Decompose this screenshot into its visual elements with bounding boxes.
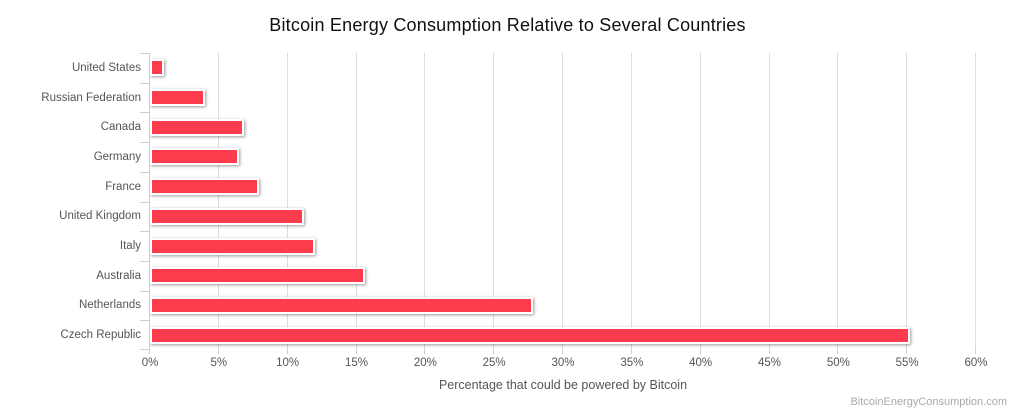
- gridline: [837, 53, 839, 350]
- x-tick-label: 50%: [826, 357, 850, 369]
- y-axis-tick: [140, 142, 149, 143]
- x-tick-label: 55%: [895, 357, 919, 369]
- category-label-france: France: [105, 180, 141, 193]
- category-label-united-states: United States: [71, 61, 141, 74]
- chart-title: Bitcoin Energy Consumption Relative to S…: [269, 15, 746, 35]
- gridline: [630, 53, 632, 350]
- gridline: [217, 53, 219, 350]
- x-axis-tick: [217, 350, 219, 354]
- y-axis-tick: [140, 172, 149, 173]
- credit-link[interactable]: BitcoinEnergyConsumption.com: [850, 396, 1007, 408]
- x-tick-label: 45%: [757, 357, 782, 369]
- category-label-australia: Australia: [96, 269, 141, 282]
- x-tick-label: 20%: [413, 357, 437, 369]
- y-axis-tick: [140, 202, 149, 203]
- bar-united-states[interactable]: [150, 59, 164, 77]
- gridline: [424, 53, 426, 350]
- gridline: [355, 53, 357, 350]
- x-axis-tick: [975, 350, 976, 354]
- x-tick-label: 35%: [620, 357, 644, 369]
- category-label-italy: Italy: [119, 240, 141, 253]
- category-label-canada: Canada: [100, 121, 141, 134]
- x-axis-tick: [630, 350, 632, 354]
- category-label-netherlands: Netherlands: [78, 299, 141, 312]
- gridline: [286, 53, 288, 350]
- x-tick-label: 40%: [689, 357, 713, 369]
- y-axis-tick: [140, 349, 149, 350]
- x-axis-tick: [149, 350, 150, 354]
- x-axis-tick: [768, 350, 770, 354]
- y-axis-tick: [140, 53, 149, 54]
- y-axis-line: [149, 53, 150, 350]
- bar-germany[interactable]: [150, 148, 240, 166]
- gridline: [562, 53, 563, 350]
- y-axis-tick: [140, 83, 149, 84]
- bar-france[interactable]: [150, 178, 259, 196]
- bar-united-kingdom[interactable]: [150, 207, 305, 225]
- x-tick-label: 5%: [210, 357, 228, 369]
- category-label-russian-federation: Russian Federation: [41, 91, 141, 104]
- category-label-germany: Germany: [93, 150, 141, 163]
- y-axis-tick: [140, 112, 149, 113]
- x-axis-tick: [699, 350, 701, 354]
- category-label-united-kingdom: United Kingdom: [59, 210, 141, 223]
- y-axis-tick: [140, 320, 149, 321]
- y-axis-tick: [140, 261, 149, 262]
- x-axis-tick: [493, 350, 495, 354]
- gridline: [699, 53, 701, 350]
- x-tick-label: 60%: [964, 357, 988, 369]
- category-label-czech-republic: Czech Republic: [60, 329, 141, 342]
- bar-netherlands[interactable]: [150, 296, 533, 314]
- bar-italy[interactable]: [150, 237, 316, 255]
- x-tick-label: 15%: [344, 357, 369, 369]
- x-axis-tick: [286, 350, 288, 354]
- x-tick-label: 30%: [551, 357, 575, 369]
- x-axis-tick: [837, 350, 839, 354]
- x-tick-label: 25%: [482, 357, 506, 369]
- x-axis-title: Percentage that could be powered by Bitc…: [438, 378, 688, 392]
- gridline: [906, 53, 908, 350]
- plot-area: [140, 53, 976, 354]
- y-axis-tick: [140, 291, 149, 292]
- gridline: [975, 53, 976, 350]
- x-axis-tick: [355, 350, 357, 354]
- x-tick-label: 0%: [141, 357, 159, 369]
- gridline: [493, 53, 495, 350]
- x-axis-tick: [424, 350, 426, 354]
- bar-canada[interactable]: [150, 118, 244, 136]
- x-axis-tick: [906, 350, 908, 354]
- y-axis-tick: [140, 231, 149, 232]
- bar-czech-republic[interactable]: [150, 326, 910, 344]
- bar-australia[interactable]: [150, 267, 365, 285]
- x-axis-tick: [562, 350, 563, 354]
- bar-russian-federation[interactable]: [150, 89, 206, 107]
- x-tick-label: 10%: [276, 357, 300, 369]
- gridline: [768, 53, 770, 350]
